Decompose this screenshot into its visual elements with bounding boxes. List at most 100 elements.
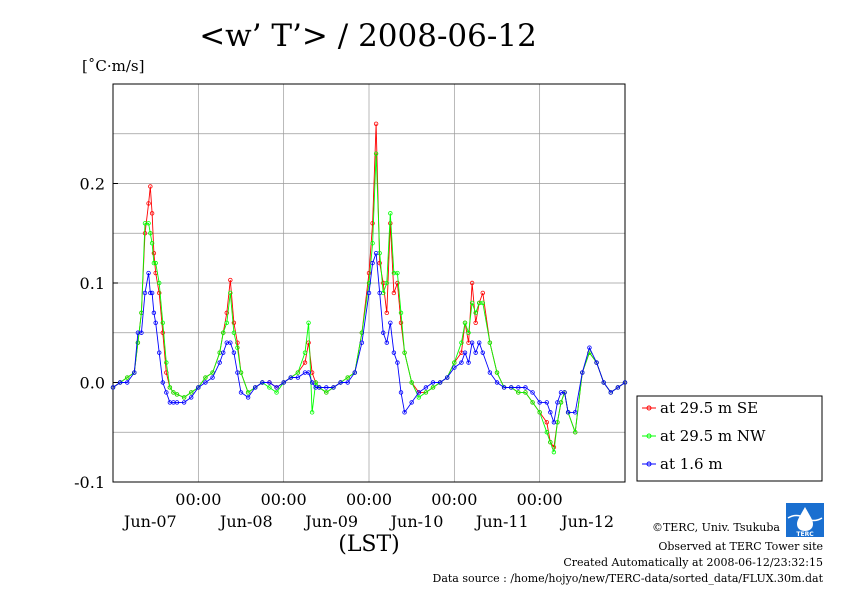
series-3-point (125, 380, 130, 385)
series-3-point (473, 350, 478, 355)
series-3-point (373, 250, 379, 256)
x-date-label: Jun-07 (122, 512, 177, 531)
series-3-point (416, 390, 421, 395)
series-3-point (148, 290, 153, 296)
x-time-label: 00:00 (261, 490, 307, 509)
series-3-point (366, 290, 372, 296)
legend-marker-3 (646, 461, 652, 467)
legend-label-3: at 1.6 m (660, 455, 723, 473)
series-3-point (445, 375, 450, 380)
series-3-point (174, 400, 180, 405)
series-1-point (146, 201, 151, 206)
series-3-point (544, 400, 549, 405)
series-3-point (516, 385, 521, 390)
series-3-point (217, 360, 222, 365)
series-3-point (331, 385, 336, 390)
footer-copyright: ©TERC, Univ. Tsukuba (652, 521, 780, 534)
series-3-point (562, 390, 567, 395)
series-3-point (548, 410, 553, 415)
series-3-point (530, 390, 535, 395)
series-3-point (555, 400, 560, 405)
series-3-point (203, 380, 208, 385)
series-2-point (487, 340, 493, 345)
series-3-point (459, 360, 464, 365)
series-3-point (281, 380, 286, 385)
series-2-point (402, 350, 407, 355)
series-3-point (608, 390, 613, 395)
y-tick-label: 0.2 (80, 175, 105, 194)
chart-title: <w’ T’> / 2008-06-12 (199, 18, 537, 54)
series-2-point (516, 390, 521, 395)
series-3-point (462, 350, 468, 355)
series-3-point (398, 390, 404, 395)
series-3-point (228, 340, 233, 345)
y-tick-label: 0.0 (80, 374, 105, 393)
series-3-point (132, 370, 137, 375)
series-3-point (160, 380, 165, 385)
series-3-point (253, 385, 258, 390)
data-series (110, 121, 628, 455)
series-1-point (149, 211, 155, 216)
series-2-point (210, 370, 215, 375)
series-2-point (384, 280, 389, 286)
series-1-point (544, 420, 549, 425)
y-tick-label: 0.1 (80, 274, 105, 293)
series-3-point (487, 370, 493, 375)
series-3-point (164, 390, 169, 395)
series-2-point (125, 375, 130, 380)
series-3-point (221, 350, 226, 355)
series-1-point (228, 277, 233, 283)
series-3-point (352, 370, 357, 375)
series-2-point (409, 380, 414, 385)
series-2-point (416, 395, 421, 400)
series-3-point (622, 380, 628, 385)
series-3-point (480, 350, 485, 355)
series-2-point (473, 310, 478, 316)
series-1-point (235, 340, 240, 345)
series-1-point (302, 360, 308, 365)
legend-label-2: at 29.5 m NW (660, 427, 766, 445)
series-2-point (295, 370, 301, 375)
series-2-point (135, 340, 141, 345)
series-2-point (530, 400, 535, 405)
x-time-label: 00:00 (517, 490, 563, 509)
series-3-point (370, 260, 375, 266)
footer-observed: Observed at TERC Tower site (658, 540, 823, 553)
series-3-point (466, 360, 471, 365)
series-2-point (345, 375, 350, 380)
series-3-point (274, 385, 279, 390)
series-3-point (157, 350, 162, 355)
series-3-point (117, 380, 123, 385)
x-date-label: Jun-08 (218, 512, 273, 531)
series-1-point (231, 320, 237, 325)
series-3-point (345, 380, 350, 385)
series-2-point (370, 240, 375, 246)
series-2-point (149, 240, 155, 246)
series-3-point (423, 385, 429, 390)
series-3-point (288, 375, 293, 380)
series-2-point (171, 390, 176, 395)
series-3-point (402, 410, 407, 415)
series-2-point (398, 310, 404, 316)
terc-logo-text: TERC (796, 531, 814, 538)
series-3-point (151, 310, 157, 316)
series-2-point (151, 260, 157, 266)
series-3-point (324, 385, 329, 390)
series-2-point (189, 390, 194, 395)
series-2-point (466, 330, 471, 335)
series-3-point (384, 340, 389, 345)
series-2-point (160, 320, 165, 325)
series-3-point (501, 385, 507, 390)
series-2-point (548, 440, 553, 445)
series-3-point (181, 400, 187, 405)
series-3-point (110, 385, 116, 390)
series-1-point (366, 270, 372, 276)
series-2-point (523, 390, 528, 395)
y-axis-unit: [˚C·m/s] (82, 57, 144, 75)
series-3-point (537, 400, 542, 405)
series-3-point (235, 370, 240, 375)
series-2-point (551, 449, 557, 455)
series-3-point (494, 380, 500, 385)
series-2-point (221, 330, 226, 335)
